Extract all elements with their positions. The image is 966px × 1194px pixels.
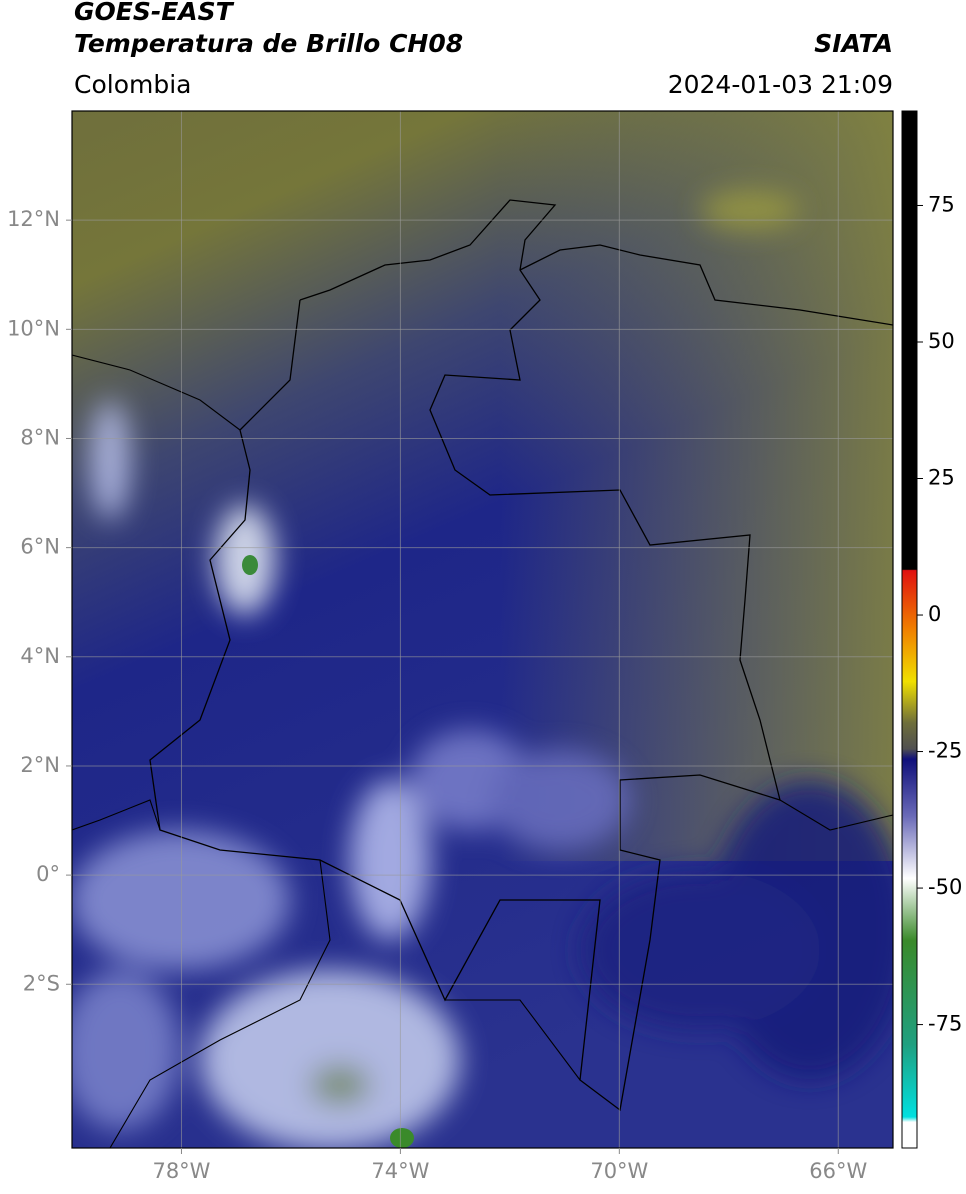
y-tick-label: 4°N <box>20 644 60 668</box>
colorbar-tick-label: 50 <box>928 329 955 353</box>
y-tick-label: 6°N <box>20 535 60 559</box>
colorbar-tick-label: -75 <box>928 1012 962 1036</box>
y-tick-label: 0° <box>36 862 60 886</box>
y-tick-label: 8°N <box>20 425 60 449</box>
y-tick-label: 2°S <box>23 971 60 995</box>
y-tick-label: 12°N <box>7 207 60 231</box>
colorbar-tick-label: -25 <box>928 739 962 763</box>
colorbar <box>901 110 918 1149</box>
map-frame <box>71 110 894 1149</box>
datetime: 2024-01-03 21:09 <box>668 70 893 99</box>
x-tick-label: 66°W <box>809 1159 867 1183</box>
graticule <box>72 111 893 1148</box>
source: SIATA <box>814 29 893 58</box>
colorbar-tick-label: 0 <box>928 602 941 626</box>
region: Colombia <box>74 70 191 99</box>
x-tick-label: 78°W <box>152 1159 210 1183</box>
satellite-image <box>72 111 893 1148</box>
colorbar-tick-label: 75 <box>928 192 955 216</box>
title: GOES-EAST <box>74 0 235 26</box>
y-tick-label: 10°N <box>7 316 60 340</box>
colorbar-tick-label: -50 <box>928 875 962 899</box>
subtitle: Temperatura de Brillo CH08 <box>74 29 463 58</box>
y-tick-label: 2°N <box>20 753 60 777</box>
x-tick-label: 70°W <box>590 1159 648 1183</box>
colorbar-tick-label: 25 <box>928 466 955 490</box>
x-tick-label: 74°W <box>371 1159 429 1183</box>
